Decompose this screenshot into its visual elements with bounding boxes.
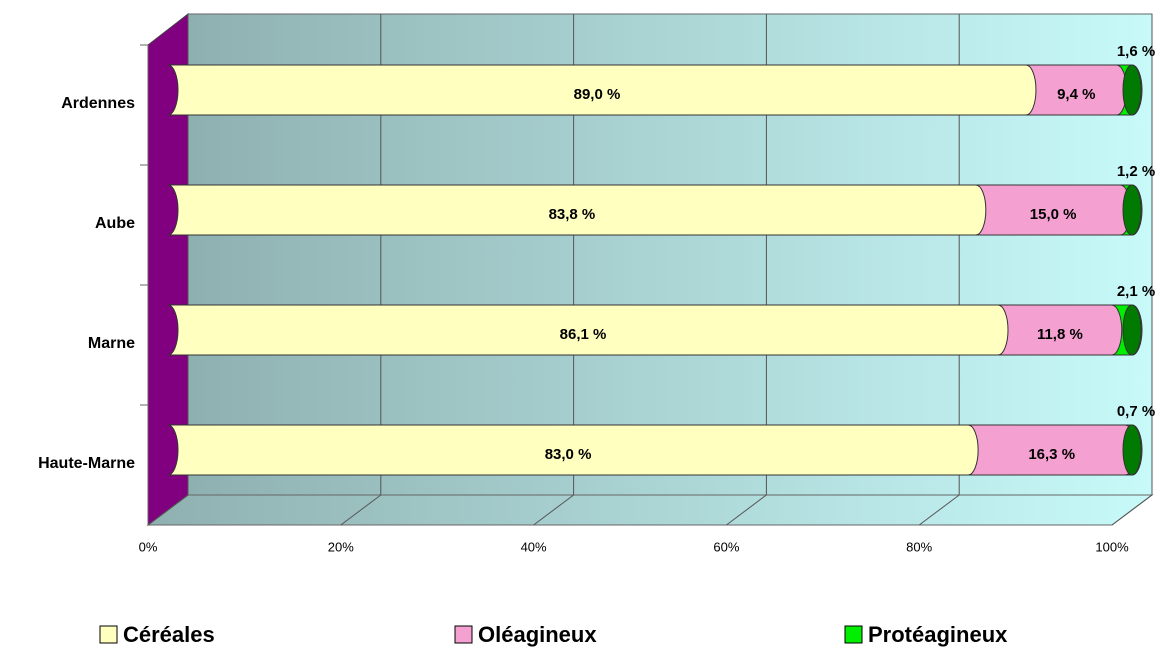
x-tick-label: 40% (521, 539, 547, 554)
data-label: 15,0 % (1030, 206, 1077, 223)
y-tick-label: Haute-Marne (38, 455, 135, 472)
grid-line (533, 494, 574, 526)
x-tick-label: 60% (713, 539, 739, 554)
x-tick-label: 80% (906, 539, 932, 554)
grid-line (726, 494, 767, 526)
legend-label: Oléagineux (478, 622, 597, 647)
data-label: 9,4 % (1057, 86, 1095, 103)
legend-swatch (844, 625, 863, 644)
legend-swatch (454, 625, 473, 644)
data-label: 83,0 % (545, 446, 592, 463)
bar-cap (1122, 64, 1142, 116)
x-tick-label: 100% (1095, 539, 1129, 554)
grid-line (340, 494, 382, 526)
bar (167, 304, 1009, 356)
y-tick-label: Ardennes (61, 95, 135, 112)
bar-cap (1122, 304, 1142, 356)
grid-line (1111, 494, 1153, 526)
y-tick-label: Marne (88, 335, 135, 352)
legend-swatch (99, 625, 118, 644)
bar-cap (1122, 424, 1142, 476)
x-tick-label: 20% (328, 539, 354, 554)
bar (167, 184, 987, 236)
bar (167, 424, 979, 476)
data-label: 86,1 % (560, 326, 607, 343)
grid-line (147, 494, 189, 526)
data-label: 2,1 % (1117, 283, 1155, 300)
data-label: 16,3 % (1028, 446, 1075, 463)
data-label: 83,8 % (549, 206, 596, 223)
bar-cap (1122, 184, 1142, 236)
data-label: 89,0 % (574, 86, 621, 103)
legend-label: Céréales (123, 622, 215, 647)
floor (146, 494, 1154, 526)
y-tick-label: Aube (95, 215, 135, 232)
grid-line (918, 494, 960, 526)
data-label: 1,2 % (1117, 163, 1155, 180)
data-label: 11,8 % (1037, 326, 1083, 343)
data-label: 1,6 % (1117, 43, 1155, 60)
legend-label: Protéagineux (868, 622, 1008, 647)
x-tick-label: 0% (139, 539, 158, 554)
data-label: 0,7 % (1117, 403, 1155, 420)
bar (167, 64, 1037, 116)
